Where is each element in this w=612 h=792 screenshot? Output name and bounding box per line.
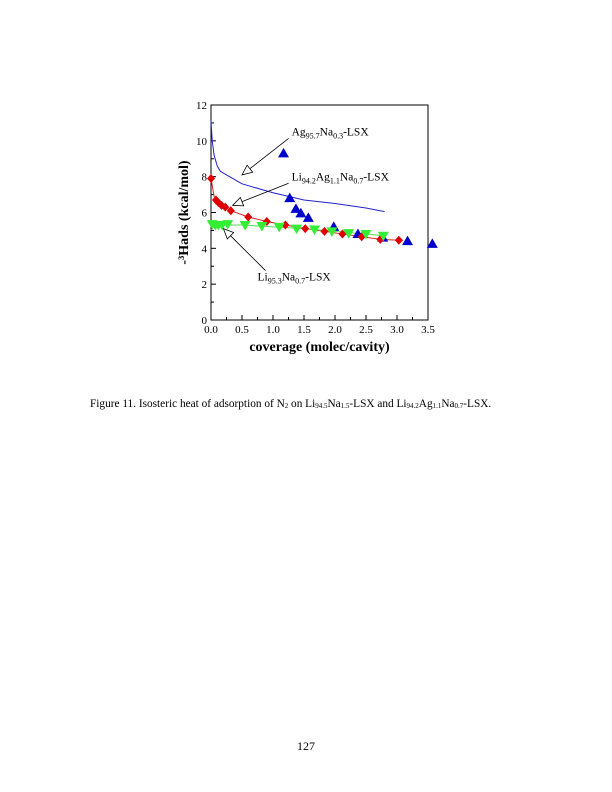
annotation-label: Li94.2Ag1.1Na0.7-LSX [292,171,390,185]
annotation-label: Li95.3Na0.7-LSX [258,272,332,286]
x-tick-label: 0.0 [204,324,218,336]
arrow-head-icon [241,164,254,176]
x-tick-label: 1.5 [297,324,311,336]
y-axis-label: -³Hads (kcal/mol) [177,160,192,264]
red-diamonds-point [320,226,329,236]
isosteric-heat-chart: 0.0 0.5 1.0 1.5 2.0 2.5 3.0 3.5 0 2 4 6 8 10 12 coverag… [177,100,438,355]
blue-triangles-point [402,235,414,246]
blue-line [210,121,385,213]
arrow-head-icon [231,196,245,207]
figure-caption: Figure 11. Isosteric heat of adsorption … [90,398,492,410]
green-triangles-point [360,230,372,240]
blue-triangles-point [278,147,290,158]
x-tick-label: 2.5 [359,324,373,336]
green-triangles-point [343,229,355,239]
page-number: 127 [297,739,315,753]
arrow-head-icon [222,227,235,240]
blue-triangles-point [284,192,296,203]
y-tick-label: 12 [196,100,207,112]
red-diamonds-point [301,224,310,234]
green-triangles-point [326,227,338,237]
y-tick-label: 4 [202,243,208,255]
blue-triangles-point [295,207,307,218]
red-diamonds-point [226,206,235,216]
blue-triangles-point [302,212,314,222]
green-triangles-point [256,221,268,232]
blue-triangles-point [426,238,438,248]
green-triangles-point [377,231,389,242]
y-tick-label: 0 [202,315,208,327]
x-tick-label: 0.5 [235,324,249,336]
annotation-arrow-line [241,182,289,203]
red-diamonds-point [207,173,215,183]
green-triangles-point [222,220,234,230]
red-diamonds-point [244,212,253,222]
red-diamonds-point [221,202,230,212]
green-triangles-point [273,222,285,233]
red-diamonds-point [394,235,403,245]
red-diamonds-point [281,220,290,230]
x-tick-label: 1.0 [266,324,280,336]
y-tick-label: 2 [202,279,208,291]
red-diamonds-point [338,229,347,239]
x-tick-label: 3.0 [390,324,404,336]
annotation-arrow-line [249,138,289,170]
green-triangles-point [291,224,303,235]
x-axis-label: coverage (molec/cavity) [249,340,390,355]
y-tick-label: 6 [202,208,208,220]
y-tick-label: 8 [202,172,208,184]
blue-triangles-point [290,203,302,213]
x-tick-label: 2.0 [328,324,342,336]
x-tick-label: 3.5 [421,324,435,336]
y-tick-label: 10 [196,136,208,148]
green-triangles-point [239,221,251,231]
annotation-arrow-line [230,235,266,271]
annotation-label: Ag95.7Na0.3-LSX [292,126,370,140]
green-triangles-point [309,225,321,236]
